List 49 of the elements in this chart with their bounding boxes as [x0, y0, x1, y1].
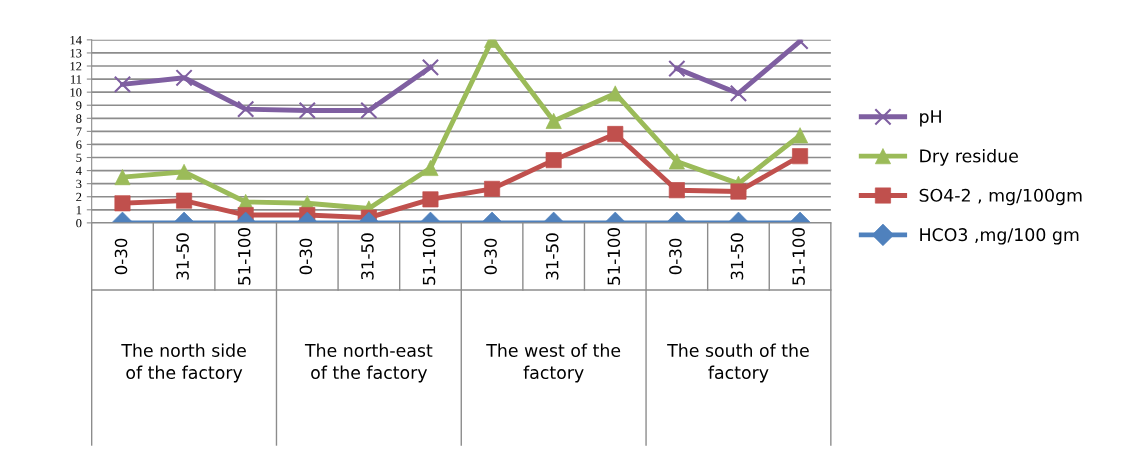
- point: [668, 59, 686, 78]
- y-tick-label: 8: [76, 114, 82, 123]
- y-tick-label: 5: [76, 153, 82, 162]
- y-tick-label: 10: [70, 88, 82, 97]
- point: [113, 75, 132, 93]
- text: The north-east of the factory: [304, 343, 433, 383]
- text: The north side of the factory: [121, 343, 246, 383]
- x-tick-label: 31-50: [176, 233, 189, 280]
- y-tick-label: 2: [76, 192, 82, 202]
- y-tick-label: 9: [76, 101, 82, 110]
- point: [360, 101, 378, 120]
- x-tick-label: 0-30: [669, 238, 682, 275]
- point: [484, 180, 501, 197]
- y-tick-label: 14: [70, 35, 82, 45]
- y-tick-label: 3: [76, 179, 82, 189]
- point: [545, 112, 562, 129]
- legend-label: Dry residue: [920, 149, 1018, 166]
- y-tick-label: 1: [76, 205, 82, 215]
- y-tick-label: 12: [70, 62, 82, 71]
- x-tick-label: 31-50: [730, 233, 744, 280]
- point: [668, 153, 685, 170]
- x-tick-label: 0-30: [299, 238, 313, 275]
- y-tick-label: 11: [71, 75, 82, 84]
- y-tick-label: 7: [76, 127, 82, 136]
- legend-label: SO4-2 , mg/100gm: [919, 188, 1082, 206]
- y-tick-label: 6: [76, 140, 82, 149]
- x-tick-label: 51-100: [792, 228, 805, 285]
- x-tick-label: 51-100: [237, 228, 251, 285]
- point: [236, 100, 255, 118]
- y-tick-label: 0: [76, 218, 82, 228]
- text: The south of the factory: [667, 343, 809, 383]
- point: [729, 84, 748, 103]
- y-tick-label: 13: [70, 49, 82, 58]
- point: [175, 69, 193, 87]
- point: [176, 163, 193, 180]
- point: [607, 126, 624, 142]
- legend-label: pH: [920, 110, 941, 127]
- x-tick-label: 0-30: [114, 238, 128, 275]
- x-tick-label: 0-30: [484, 238, 497, 275]
- x-tick-label: 31-50: [545, 233, 559, 280]
- x-tick-label: 51-100: [607, 228, 621, 285]
- point: [298, 101, 316, 120]
- point: [421, 58, 440, 76]
- y-tick-label: 4: [75, 166, 82, 175]
- x-tick-label: 31-50: [361, 233, 374, 280]
- legend-label: HCO3 ,mg/100 gm: [920, 228, 1079, 245]
- point: [176, 192, 193, 209]
- text: The west of the factory: [486, 343, 621, 383]
- x-tick-label: 51-100: [422, 228, 436, 285]
